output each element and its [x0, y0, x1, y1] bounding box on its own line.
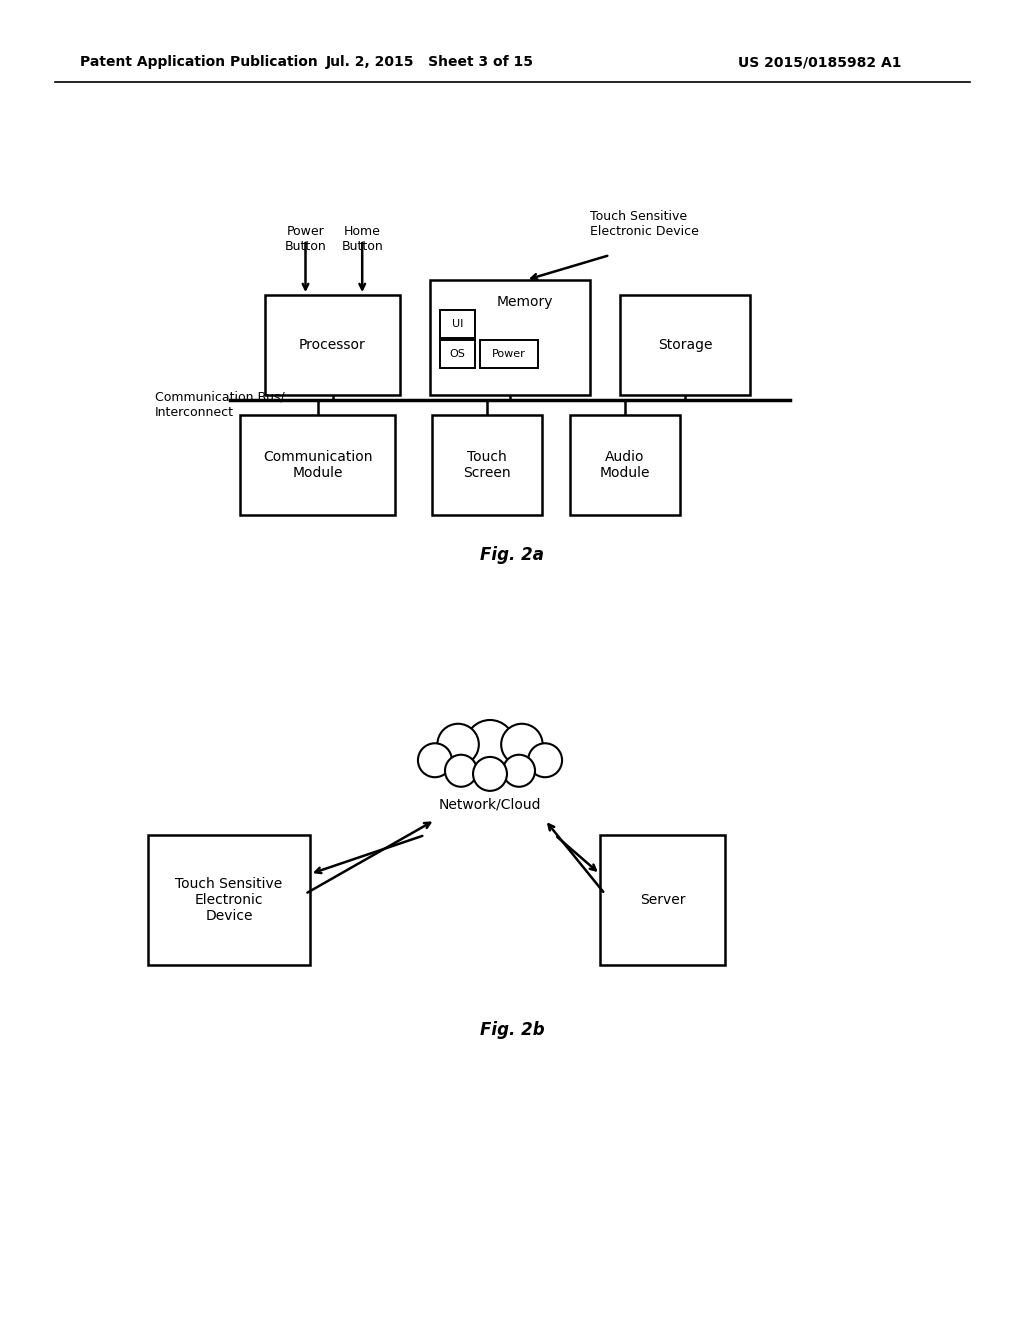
Text: Patent Application Publication: Patent Application Publication: [80, 55, 317, 69]
Bar: [480, 341, 538, 368]
Circle shape: [445, 755, 477, 787]
Text: Touch
Screen: Touch Screen: [463, 450, 511, 480]
Circle shape: [418, 743, 452, 777]
Bar: [148, 836, 310, 965]
Ellipse shape: [428, 715, 552, 795]
Text: US 2015/0185982 A1: US 2015/0185982 A1: [738, 55, 902, 69]
Text: Network/Cloud: Network/Cloud: [438, 799, 542, 812]
Circle shape: [501, 723, 543, 766]
Circle shape: [466, 719, 514, 770]
Circle shape: [437, 723, 479, 766]
Bar: [600, 836, 725, 965]
Bar: [620, 294, 750, 395]
Text: Processor: Processor: [299, 338, 366, 352]
Text: Server: Server: [640, 894, 685, 907]
Circle shape: [473, 756, 507, 791]
Text: Home
Button: Home Button: [341, 224, 383, 253]
Bar: [432, 414, 542, 515]
Text: Fig. 2b: Fig. 2b: [479, 1020, 545, 1039]
Circle shape: [503, 755, 535, 787]
Text: Memory: Memory: [497, 294, 553, 309]
Bar: [440, 341, 475, 368]
Text: Communication
Module: Communication Module: [263, 450, 373, 480]
Text: Communication Bus/
Interconnect: Communication Bus/ Interconnect: [155, 391, 285, 418]
Text: Fig. 2a: Fig. 2a: [480, 546, 544, 564]
Text: Power
Button: Power Button: [285, 224, 327, 253]
Text: OS: OS: [450, 348, 466, 359]
Bar: [240, 414, 395, 515]
Text: Touch Sensitive
Electronic Device: Touch Sensitive Electronic Device: [590, 210, 698, 238]
Text: Storage: Storage: [657, 338, 713, 352]
Bar: [430, 280, 590, 395]
Text: Power: Power: [493, 348, 526, 359]
Text: Jul. 2, 2015   Sheet 3 of 15: Jul. 2, 2015 Sheet 3 of 15: [326, 55, 534, 69]
Text: UI: UI: [452, 319, 463, 329]
Text: Audio
Module: Audio Module: [600, 450, 650, 480]
Bar: [570, 414, 680, 515]
Bar: [440, 310, 475, 338]
Text: Touch Sensitive
Electronic
Device: Touch Sensitive Electronic Device: [175, 876, 283, 923]
Bar: [265, 294, 400, 395]
Circle shape: [528, 743, 562, 777]
